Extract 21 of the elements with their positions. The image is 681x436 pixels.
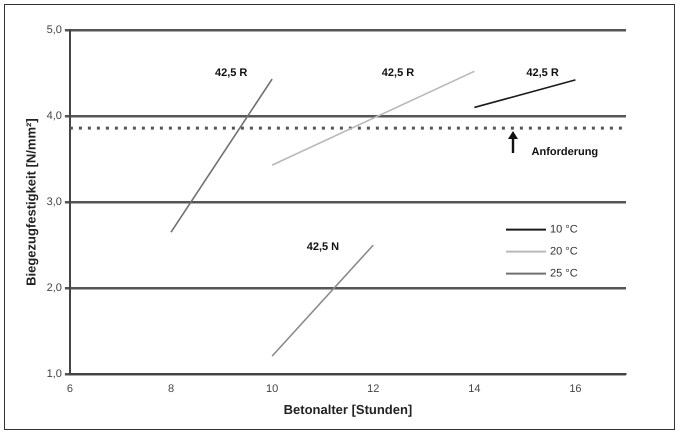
x-tick-label: 12 <box>367 382 380 395</box>
y-tick-label: 1,0 <box>46 368 62 380</box>
y-tick-label: 5,0 <box>46 24 62 36</box>
y-tick-label: 2,0 <box>46 282 62 294</box>
annotation: Anforderung <box>532 146 598 158</box>
x-axis-title: Betonalter [Stunden] <box>284 402 412 417</box>
y-tick-label: 4,0 <box>46 110 62 122</box>
legend-label: 10 °C <box>550 224 578 236</box>
x-tick-label: 8 <box>168 382 174 395</box>
x-tick-label: 14 <box>468 382 480 395</box>
y-tick-label: 3,0 <box>46 196 62 208</box>
annotation: 42,5 R <box>214 67 248 80</box>
x-tick-label: 16 <box>569 382 582 395</box>
annotation: 42,5 R <box>382 67 414 80</box>
annotation: 42,5 R <box>526 67 559 80</box>
y-axis-title: Biegezugfestigkeit [N/mm²] <box>23 118 38 286</box>
x-tick-label: 10 <box>266 382 278 395</box>
legend-label: 25 °C <box>550 268 578 280</box>
x-tick-label: 6 <box>66 382 73 395</box>
annotation: 42,5 N <box>306 240 340 253</box>
legend-label: 20 °C <box>550 246 578 258</box>
